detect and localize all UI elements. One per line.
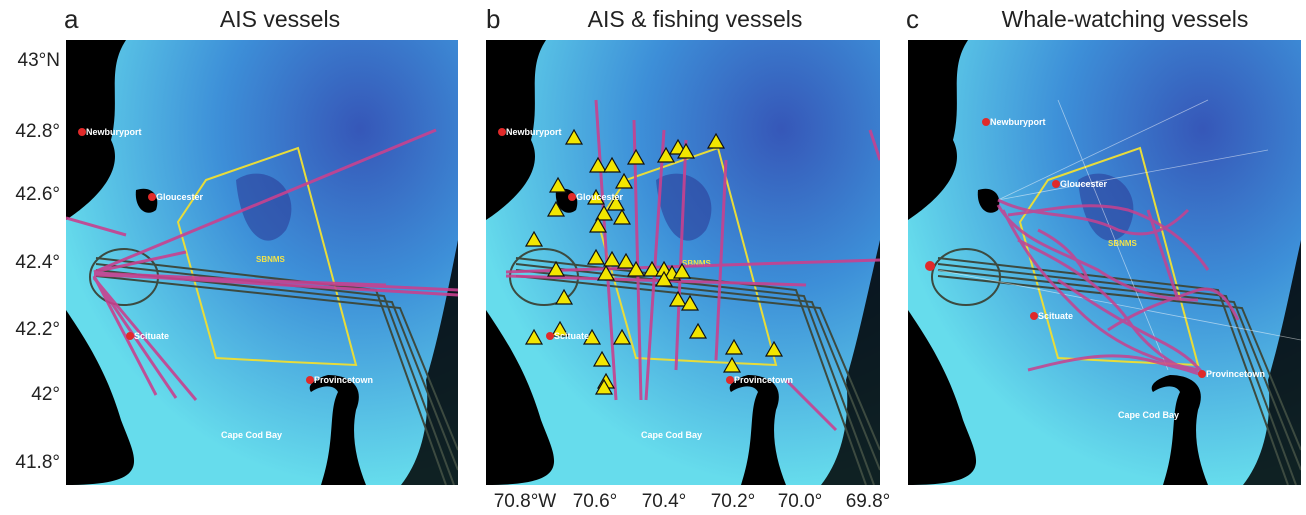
port-scituate	[1030, 312, 1038, 320]
ais-tracks	[66, 128, 458, 401]
land-east	[401, 240, 458, 485]
scituate-label: Scituate	[554, 331, 589, 341]
cape-cod	[309, 375, 366, 485]
panel-c-title: Whale-watching vessels	[1001, 6, 1249, 32]
cape-cod-bay-label: Cape Cod Bay	[221, 430, 282, 440]
sbnms-label: SBNMS	[1108, 239, 1138, 248]
port-newburyport	[982, 118, 990, 126]
gloucester-label: Gloucester	[156, 192, 204, 202]
port-provincetown	[306, 376, 314, 384]
lon-label-70-4: 70.4°	[641, 491, 687, 512]
panel-c-letter: c	[906, 4, 919, 34]
panel-b-letter: b	[486, 4, 501, 34]
lon-label-70-6: 70.6°	[572, 491, 618, 512]
port-gloucester	[148, 193, 156, 201]
shipping-lanes	[937, 257, 1301, 485]
scituate-label: Scituate	[1038, 311, 1073, 321]
provincetown-label: Provincetown	[734, 375, 793, 385]
land-north-shore	[486, 40, 546, 220]
whale-watch-faint-tracks	[937, 99, 1301, 371]
scituate-label: Scituate	[134, 331, 169, 341]
port-gloucester	[568, 193, 576, 201]
panel-a-title: AIS vessels	[219, 6, 341, 32]
lat-label-42-4: 42.4°	[15, 252, 60, 273]
land-south-shore	[66, 310, 135, 485]
port-scituate	[126, 332, 134, 340]
map-c-svg: SBNMS Newburyport Gloucester Scituate Pr…	[908, 40, 1301, 485]
lat-label-42-2: 42.2°	[15, 319, 60, 340]
sbnms-label: SBNMS	[682, 259, 712, 268]
lon-label-69-8: 69.8°	[845, 491, 891, 512]
cape-cod-bay-label: Cape Cod Bay	[1118, 410, 1179, 420]
port-scituate	[546, 332, 554, 340]
lat-label-42-6: 42.6°	[15, 184, 60, 205]
provincetown-label: Provincetown	[314, 375, 373, 385]
map-a-svg: SBNMS Newburyport Gloucester Scituate Pr…	[66, 40, 458, 485]
land-south-shore	[908, 310, 977, 485]
port-provincetown	[726, 376, 734, 384]
fishing-tracks	[505, 99, 880, 432]
water	[908, 40, 1301, 485]
sanctuary-boundary	[1018, 146, 1200, 367]
land-south-shore	[486, 310, 555, 485]
cape-cod	[1151, 375, 1208, 485]
panel-a-letter: a	[64, 4, 79, 34]
sbnms-label: SBNMS	[256, 255, 286, 264]
newburyport-label: Newburyport	[990, 117, 1046, 127]
provincetown-label: Provincetown	[1206, 369, 1265, 379]
cape-cod	[729, 375, 786, 485]
cape-ann	[977, 188, 1000, 213]
lon-label-70-2: 70.2°	[710, 491, 756, 512]
port-boston	[925, 261, 935, 271]
map-b-svg: SBNMS	[486, 40, 880, 485]
harbor-circle	[931, 248, 1001, 306]
land-north-shore	[66, 40, 126, 220]
gloucester-label: Gloucester	[576, 192, 624, 202]
land-east	[821, 240, 880, 485]
lat-label-43: 43°N	[17, 50, 60, 71]
lat-label-42-8: 42.8°	[15, 121, 60, 142]
land-north-shore	[908, 40, 968, 220]
port-provincetown	[1198, 370, 1206, 378]
land-east	[1243, 240, 1301, 485]
lat-label-41-8: 41.8°	[15, 452, 60, 473]
lon-label-70-0: 70.0°	[777, 491, 823, 512]
newburyport-label: Newburyport	[86, 127, 142, 137]
whale-watch-tracks	[996, 198, 1240, 377]
lat-label-42: 42°	[31, 384, 60, 405]
port-newburyport	[498, 128, 506, 136]
sanctuary-boundary	[176, 146, 358, 367]
panel-b-title: AIS & fishing vessels	[587, 6, 803, 32]
map-panel-c: SBNMS Newburyport Gloucester Scituate Pr…	[908, 40, 1301, 485]
fishing-markers	[524, 128, 784, 395]
port-newburyport	[78, 128, 86, 136]
cape-cod-bay-label: Cape Cod Bay	[641, 430, 702, 440]
map-panel-a: SBNMS Newburyport Gloucester Scituate Pr…	[66, 40, 458, 485]
port-gloucester	[1052, 180, 1060, 188]
map-panel-b: SBNMS	[486, 40, 880, 485]
gloucester-label: Gloucester	[1060, 179, 1108, 189]
newburyport-label: Newburyport	[506, 127, 562, 137]
lon-label-70-8: 70.8°W	[493, 491, 557, 512]
basin	[236, 173, 292, 241]
